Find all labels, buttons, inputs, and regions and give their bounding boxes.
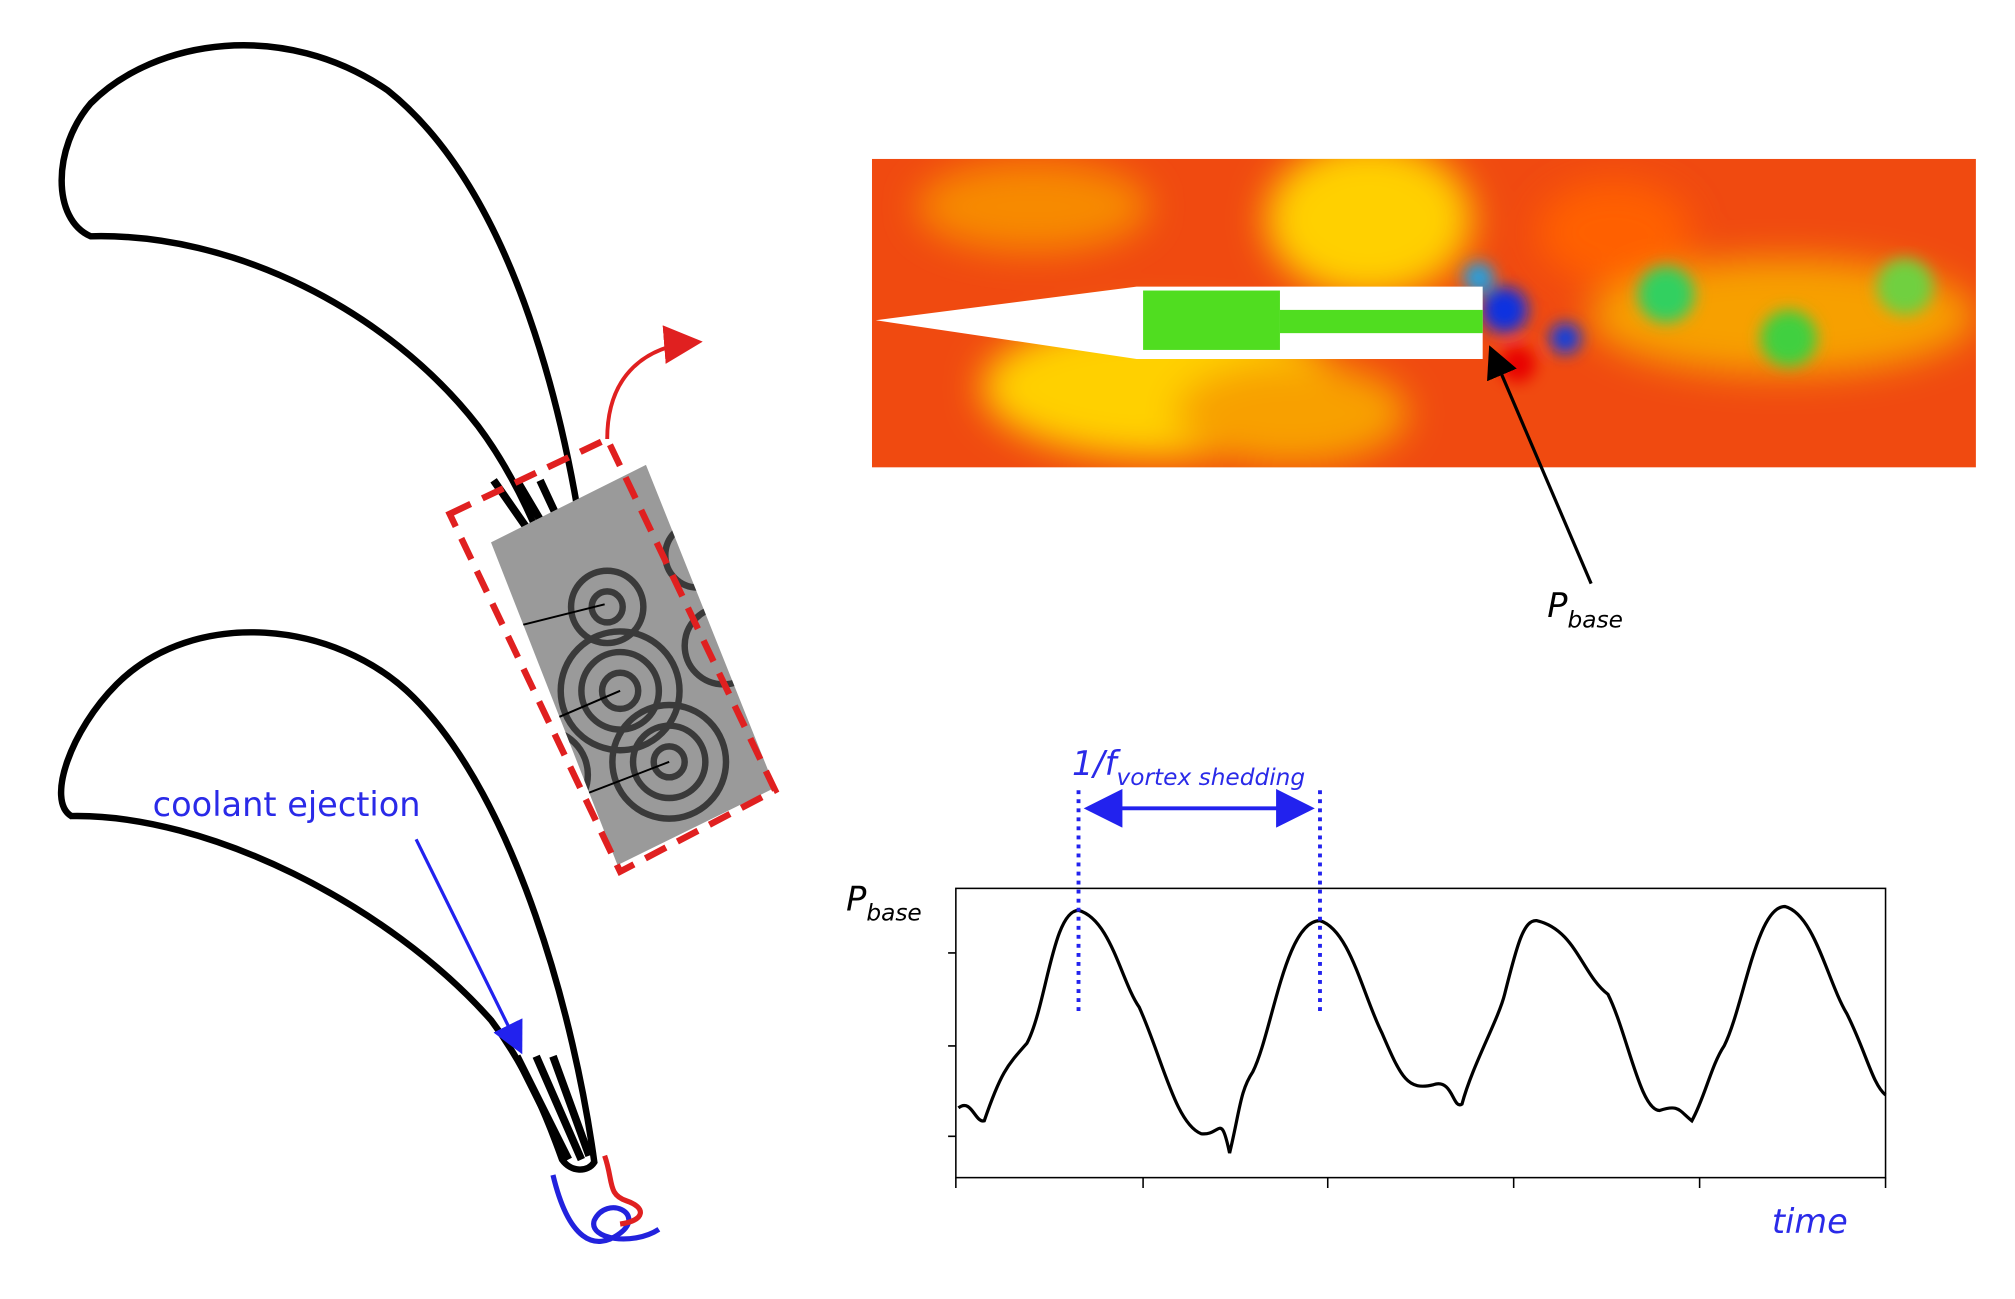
plot-y-sub: base (866, 900, 921, 927)
lower-blade (57, 629, 598, 1173)
pbase-main: P (1547, 586, 1568, 625)
period-sub: vortex shedding (1117, 764, 1306, 791)
period-marker (1076, 788, 1322, 1015)
pbase-label: Pbase (1547, 586, 1623, 633)
pbase-sub: base (1567, 607, 1622, 634)
pbase-arrow (1487, 345, 1593, 585)
zoom-arrow (605, 325, 703, 440)
period-label: 1/fvortex shedding (1072, 744, 1305, 791)
red-vortex (602, 1154, 643, 1227)
coolant-label: coolant ejection (153, 785, 421, 824)
plot-y-main: P (846, 879, 867, 918)
blue-vortex (550, 1174, 661, 1244)
time-plot (948, 887, 1887, 1188)
cfd-contour (871, 158, 1976, 468)
coolant-arrow (414, 838, 523, 1055)
interferogram (490, 464, 776, 866)
plot-y-label: Pbase (846, 879, 922, 926)
period-main: 1/f (1072, 744, 1122, 783)
upper-blade (58, 42, 592, 592)
plot-x-label: time (1772, 1202, 1848, 1241)
zoom-box (445, 434, 780, 877)
